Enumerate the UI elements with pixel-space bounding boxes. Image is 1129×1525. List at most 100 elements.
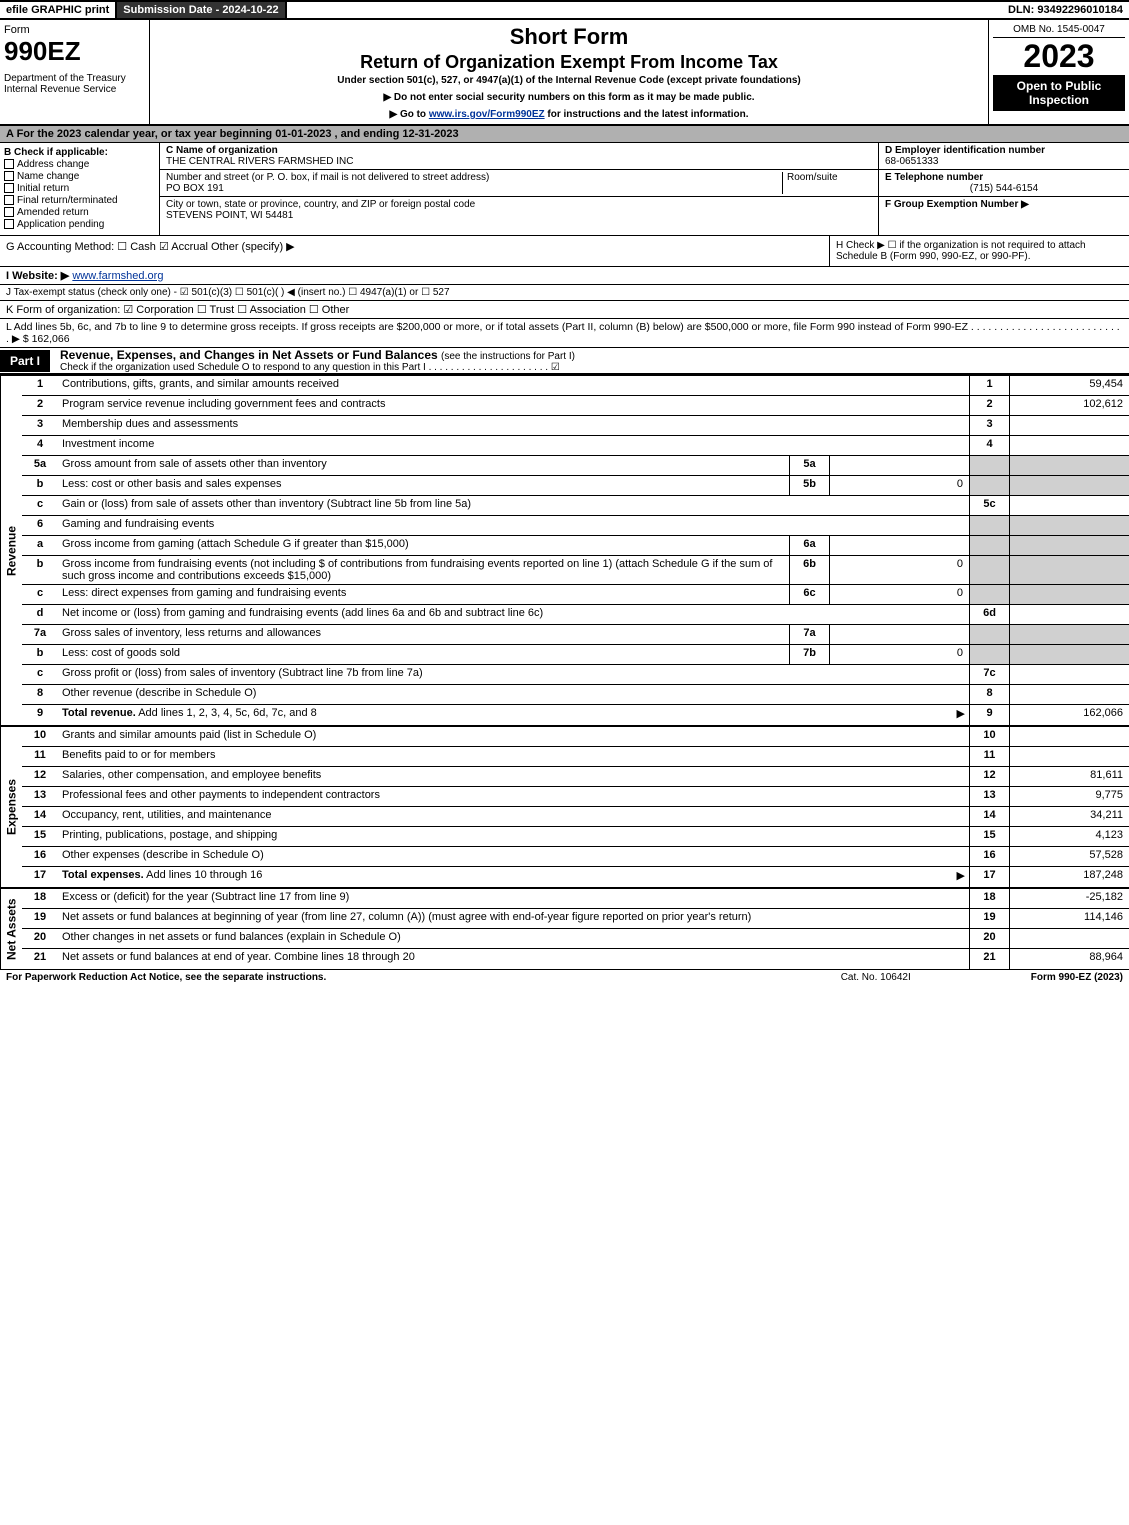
table-row: bGross income from fundraising events (n… — [22, 556, 1129, 585]
group-exemption-label: F Group Exemption Number ▶ — [885, 199, 1029, 210]
line-number: 16 — [22, 847, 58, 866]
col-number: 16 — [969, 847, 1009, 866]
form-header: Form 990EZ Department of the Treasury In… — [0, 20, 1129, 126]
line-description: Benefits paid to or for members — [58, 747, 969, 766]
efile-label: efile GRAPHIC print — [0, 2, 117, 18]
col-value — [1009, 929, 1129, 948]
irs-link[interactable]: www.irs.gov/Form990EZ — [429, 109, 545, 120]
line-number: b — [22, 645, 58, 664]
line-description: Less: cost or other basis and sales expe… — [58, 476, 789, 495]
line-description: Other changes in net assets or fund bala… — [58, 929, 969, 948]
website-label: I Website: ▶ — [6, 270, 69, 282]
table-row: 7aGross sales of inventory, less returns… — [22, 625, 1129, 645]
table-row: 20Other changes in net assets or fund ba… — [22, 929, 1129, 949]
table-row: aGross income from gaming (attach Schedu… — [22, 536, 1129, 556]
col-number: 5c — [969, 496, 1009, 515]
line-number: 21 — [22, 949, 58, 969]
line-number: 18 — [22, 889, 58, 908]
chk-name-change[interactable]: Name change — [4, 171, 155, 182]
phone-value: (715) 544-6154 — [885, 183, 1123, 194]
col-number: 2 — [969, 396, 1009, 415]
line-number: b — [22, 476, 58, 495]
col-value: 114,146 — [1009, 909, 1129, 928]
line-h: H Check ▶ ☐ if the organization is not r… — [829, 236, 1129, 266]
col-number: 20 — [969, 929, 1009, 948]
line-i: I Website: ▶ www.farmshed.org — [0, 267, 1129, 285]
table-row: 14Occupancy, rent, utilities, and mainte… — [22, 807, 1129, 827]
subline-number: 5b — [789, 476, 829, 495]
table-row: dNet income or (loss) from gaming and fu… — [22, 605, 1129, 625]
line-description: Occupancy, rent, utilities, and maintena… — [58, 807, 969, 826]
revenue-table: Revenue 1Contributions, gifts, grants, a… — [0, 374, 1129, 725]
expenses-table: Expenses 10Grants and similar amounts pa… — [0, 725, 1129, 887]
table-row: 21Net assets or fund balances at end of … — [22, 949, 1129, 969]
row-a-calendar-year: A For the 2023 calendar year, or tax yea… — [0, 126, 1129, 143]
dln-label: DLN: 93492296010184 — [1002, 2, 1129, 18]
line-description: Program service revenue including govern… — [58, 396, 969, 415]
table-row: 3Membership dues and assessments3 — [22, 416, 1129, 436]
col-value — [1009, 747, 1129, 766]
footer-center: Cat. No. 10642I — [841, 972, 911, 983]
street-label: Number and street (or P. O. box, if mail… — [166, 172, 489, 183]
tax-year: 2023 — [993, 38, 1125, 75]
col-value: -25,182 — [1009, 889, 1129, 908]
city-label: City or town, state or province, country… — [166, 199, 475, 210]
chk-address-change[interactable]: Address change — [4, 159, 155, 170]
subline-value — [829, 625, 969, 644]
subtitle: Under section 501(c), 527, or 4947(a)(1)… — [154, 75, 984, 86]
revenue-side-label: Revenue — [0, 376, 22, 725]
box-e: E Telephone number (715) 544-6154 — [879, 170, 1129, 197]
line-description: Other revenue (describe in Schedule O) — [58, 685, 969, 704]
line-g: G Accounting Method: ☐ Cash ☑ Accrual Ot… — [0, 236, 829, 266]
chk-initial-return[interactable]: Initial return — [4, 183, 155, 194]
line-number: 14 — [22, 807, 58, 826]
col-number — [969, 516, 1009, 535]
col-number: 3 — [969, 416, 1009, 435]
room-suite-label: Room/suite — [782, 172, 872, 194]
col-value — [1009, 536, 1129, 555]
col-value — [1009, 556, 1129, 584]
header-left: Form 990EZ Department of the Treasury In… — [0, 20, 150, 124]
table-row: 8Other revenue (describe in Schedule O)8 — [22, 685, 1129, 705]
org-name-label: C Name of organization — [166, 145, 278, 156]
netassets-table: Net Assets 18Excess or (deficit) for the… — [0, 887, 1129, 969]
chk-application-pending[interactable]: Application pending — [4, 219, 155, 230]
col-number: 10 — [969, 727, 1009, 746]
street-row: Number and street (or P. O. box, if mail… — [160, 170, 878, 197]
col-number: 1 — [969, 376, 1009, 395]
subline-number: 7b — [789, 645, 829, 664]
col-number: 11 — [969, 747, 1009, 766]
city-value: STEVENS POINT, WI 54481 — [166, 210, 293, 221]
chk-amended-return[interactable]: Amended return — [4, 207, 155, 218]
line-description: Grants and similar amounts paid (list in… — [58, 727, 969, 746]
website-link[interactable]: www.farmshed.org — [72, 270, 163, 282]
table-row: 6Gaming and fundraising events — [22, 516, 1129, 536]
col-number: 7c — [969, 665, 1009, 684]
box-def: D Employer identification number 68-0651… — [879, 143, 1129, 235]
street-value: PO BOX 191 — [166, 183, 224, 194]
col-value — [1009, 645, 1129, 664]
top-bar: efile GRAPHIC print Submission Date - 20… — [0, 0, 1129, 20]
line-description: Printing, publications, postage, and shi… — [58, 827, 969, 846]
part1-check: Check if the organization used Schedule … — [60, 362, 1129, 373]
col-number: 19 — [969, 909, 1009, 928]
col-number: 4 — [969, 436, 1009, 455]
subline-value: 0 — [829, 556, 969, 584]
col-value: 34,211 — [1009, 807, 1129, 826]
col-value — [1009, 416, 1129, 435]
line-description: Membership dues and assessments — [58, 416, 969, 435]
ein-label: D Employer identification number — [885, 145, 1045, 156]
line-description: Net assets or fund balances at beginning… — [58, 909, 969, 928]
chk-final-return[interactable]: Final return/terminated — [4, 195, 155, 206]
arrow-icon: ▶ — [957, 707, 965, 720]
page-footer: For Paperwork Reduction Act Notice, see … — [0, 969, 1129, 985]
line-description: Contributions, gifts, grants, and simila… — [58, 376, 969, 395]
col-number — [969, 625, 1009, 644]
subline-value: 0 — [829, 585, 969, 604]
line-description: Gross profit or (loss) from sales of inv… — [58, 665, 969, 684]
part1-title: Revenue, Expenses, and Changes in Net As… — [50, 348, 1129, 373]
line-l: L Add lines 5b, 6c, and 7b to line 9 to … — [0, 319, 1129, 348]
col-number — [969, 556, 1009, 584]
table-row: 16Other expenses (describe in Schedule O… — [22, 847, 1129, 867]
box-b: B Check if applicable: Address change Na… — [0, 143, 160, 235]
